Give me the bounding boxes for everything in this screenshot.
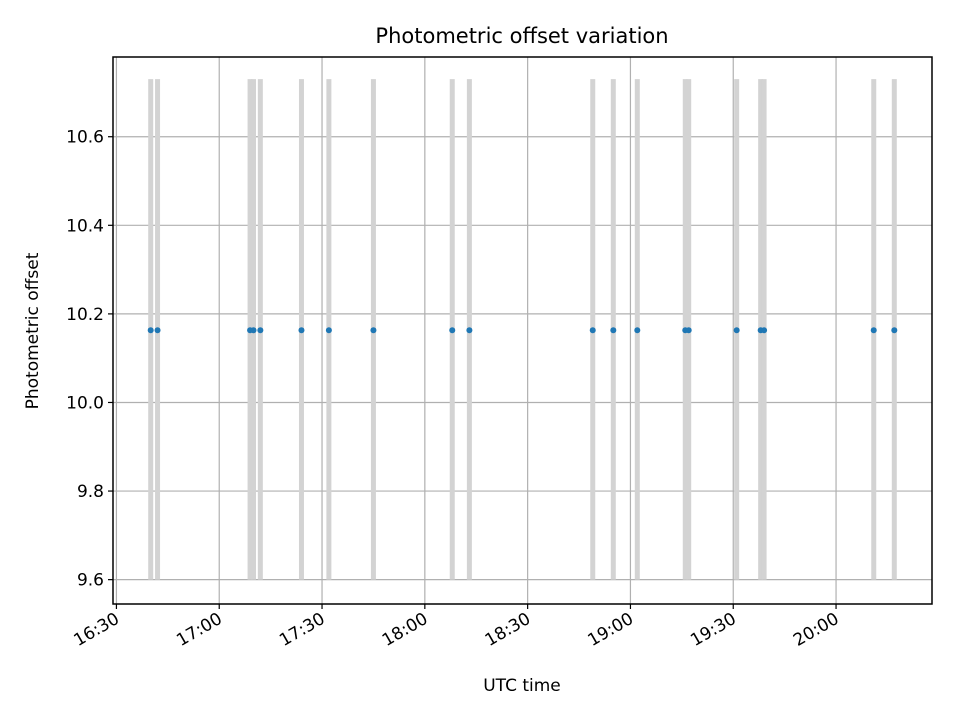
data-point [154,327,161,334]
data-point [449,327,456,334]
data-point [685,327,692,334]
data-point [325,327,332,334]
y-tick-label: 10.0 [66,393,104,413]
data-point [634,327,641,334]
data-point [370,327,377,334]
data-point [610,327,617,334]
plot-frame [112,56,933,605]
x-axis-label: UTC time [483,676,561,696]
data-point [257,327,264,334]
data-point [870,327,877,334]
data-point [761,327,768,334]
data-point [147,327,154,334]
y-tick-label: 9.8 [77,482,104,502]
y-axis-ticks: 9.6 9.8 10.0 10.2 10.4 10.6 [66,128,113,591]
data-point [250,327,257,334]
data-point [733,327,740,334]
data-point [466,327,473,334]
data-point [298,327,305,334]
data-point [589,327,596,334]
data-points [147,327,898,334]
y-axis-label: Photometric offset [23,252,43,409]
y-tick-label: 10.2 [66,305,104,325]
chart-title: Photometric offset variation [375,24,668,48]
data-point [891,327,898,334]
y-tick-label: 10.6 [66,128,104,148]
y-tick-label: 10.4 [66,216,104,236]
y-tick-label: 9.6 [77,571,104,591]
